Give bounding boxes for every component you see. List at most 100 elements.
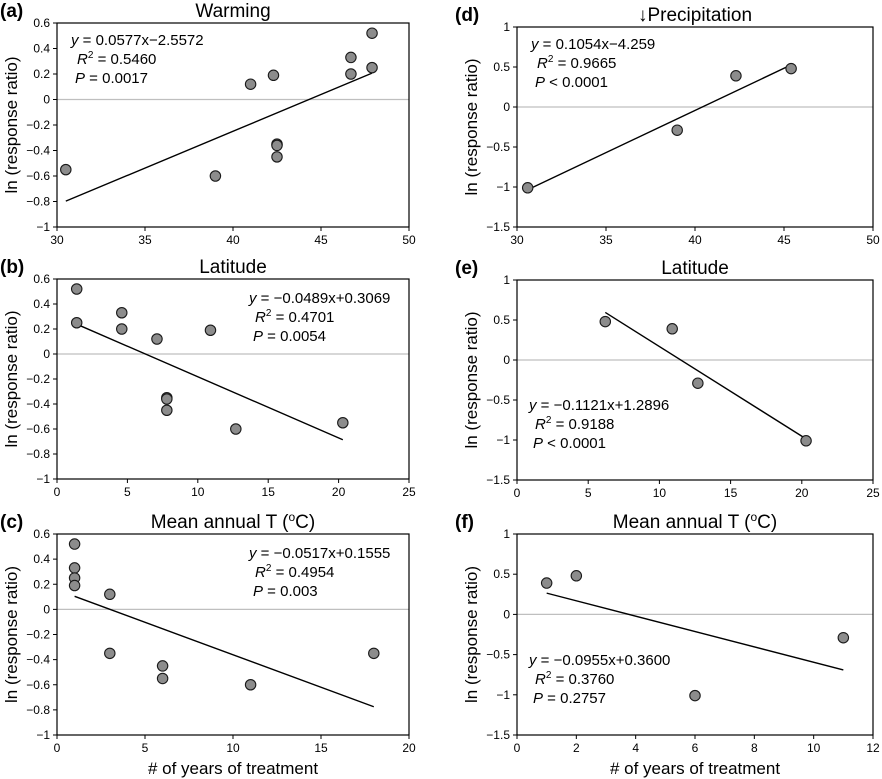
x-tick-label: 25 — [402, 485, 416, 499]
x-tick-label: 0 — [54, 485, 61, 499]
data-point — [570, 570, 583, 582]
y-tick-label: −1 — [496, 688, 510, 702]
data-point — [730, 70, 742, 82]
x-tick-label: 45 — [777, 233, 791, 247]
y-tick-label: −0.8 — [26, 703, 50, 717]
data-point — [116, 306, 128, 319]
x-tick-label: 20 — [402, 741, 416, 755]
panel-title: Latitude — [661, 258, 729, 279]
y-tick-label: −1 — [496, 433, 510, 447]
x-tick-label: 25 — [866, 486, 880, 500]
y-tick-label: 0 — [503, 353, 510, 367]
y-tick-label: −0.4 — [26, 144, 50, 158]
data-point — [666, 323, 678, 335]
y-tick-label: −0.8 — [26, 195, 50, 209]
data-point — [244, 78, 257, 90]
panel-label: (a) — [0, 1, 23, 22]
fit-p-value: P = 0.003 — [253, 583, 318, 600]
fit-p-value: P = 0.2757 — [533, 690, 606, 707]
fit-equation: y = 0.1054x−4.259 — [530, 36, 655, 53]
y-tick-label: 1 — [503, 273, 510, 287]
y-tick-label: −0.5 — [486, 648, 510, 662]
x-tick-label: 45 — [314, 233, 328, 247]
data-point — [70, 316, 83, 329]
x-axis-label: # of years of treatment — [148, 759, 318, 778]
panel-a: −1 −0.8 −0.6 −0.4 −0.2 0 0.2 0.4 0.6 30 35 40 45 50 ln… — [0, 1, 416, 247]
y-tick-label: 0 — [43, 602, 50, 616]
fit-p-value: P < 0.0001 — [533, 435, 606, 452]
y-tick-label: −0.5 — [486, 393, 510, 407]
fit-line — [74, 595, 375, 708]
x-tick-label: 20 — [332, 485, 346, 499]
x-tick-label: 5 — [142, 741, 149, 755]
y-tick-label: −0.2 — [26, 628, 50, 642]
y-tick-label: −0.5 — [486, 140, 510, 154]
y-tick-label: 0.6 — [33, 272, 50, 286]
x-tick-label: 15 — [724, 486, 738, 500]
y-tick-label: 0 — [43, 93, 50, 107]
y-tick-label: −1.5 — [486, 220, 510, 234]
y-tick-label: 0.2 — [33, 67, 50, 81]
y-tick-label: −0.8 — [26, 447, 50, 461]
y-tick-label: −0.4 — [26, 397, 50, 411]
plot-frame — [56, 533, 410, 736]
x-tick-label: 35 — [599, 233, 613, 247]
x-tick-label: 30 — [50, 233, 64, 247]
x-tick-label: 15 — [314, 741, 328, 755]
y-tick-label: 0.4 — [33, 552, 50, 566]
panel-label: (e) — [455, 258, 478, 279]
fit-equation: y = −0.1121x+1.2896 — [528, 397, 669, 414]
data-point — [156, 660, 169, 672]
data-point — [156, 672, 169, 685]
fit-equation: y = −0.0517x+0.1555 — [248, 545, 390, 562]
data-point — [209, 170, 222, 182]
data-point — [68, 579, 81, 592]
data-point — [837, 631, 850, 644]
panel-c: −1 −0.8 −0.6 −0.4 −0.2 0 0.2 0.4 0.6 0 5 10 15 20 ln (… — [0, 510, 416, 778]
data-point — [60, 163, 72, 176]
data-point — [68, 562, 81, 574]
data-point — [366, 27, 378, 39]
fit-equation: y = 0.0577x−2.5572 — [70, 32, 204, 49]
x-tick-label: 50 — [866, 233, 880, 247]
y-axis-label: ln (response ratio) — [2, 566, 21, 703]
y-tick-label: −0.4 — [26, 653, 50, 667]
x-tick-label: 50 — [402, 233, 416, 247]
panel-title: Mean annual T (oC) — [613, 510, 777, 533]
fit-r-squared: R2 = 0.4701 — [255, 308, 334, 326]
panel-label: (f) — [455, 512, 474, 533]
fit-line — [604, 311, 807, 440]
x-tick-label: 35 — [138, 233, 152, 247]
data-point — [671, 124, 683, 136]
data-point — [161, 393, 173, 405]
y-tick-label: 0 — [503, 607, 510, 621]
x-tick-label: 40 — [226, 233, 240, 247]
data-point — [151, 333, 163, 345]
data-point — [785, 62, 797, 75]
x-tick-label: 30 — [510, 233, 524, 247]
fit-line — [65, 72, 373, 202]
x-tick-label: 40 — [688, 233, 702, 247]
x-tick-label: 4 — [632, 741, 639, 755]
fit-line — [546, 592, 844, 671]
fit-line — [76, 323, 344, 441]
y-axis-label: ln (response ratio) — [462, 311, 481, 448]
fit-equation: y = −0.0489x+0.3069 — [248, 290, 390, 307]
y-axis-label: ln (response ratio) — [2, 310, 21, 447]
panel-title: Mean annual T (oC) — [151, 510, 315, 533]
y-tick-label: −0.6 — [26, 422, 50, 436]
x-tick-label: 0 — [514, 486, 521, 500]
x-tick-label: 0 — [54, 741, 61, 755]
data-point — [204, 324, 217, 336]
x-tick-label: 5 — [124, 485, 131, 499]
x-tick-label: 10 — [226, 741, 240, 755]
panel-b: −1 −0.8 −0.6 −0.4 −0.2 0 0.2 0.4 0.6 0 5 10 15 20 25 ln… — [0, 257, 416, 499]
panel-label: (d) — [455, 5, 479, 26]
y-tick-label: 0.6 — [33, 527, 50, 541]
data-point — [368, 647, 380, 660]
y-tick-label: −1 — [36, 220, 50, 234]
fit-r-squared: R2 = 0.3760 — [535, 670, 614, 688]
